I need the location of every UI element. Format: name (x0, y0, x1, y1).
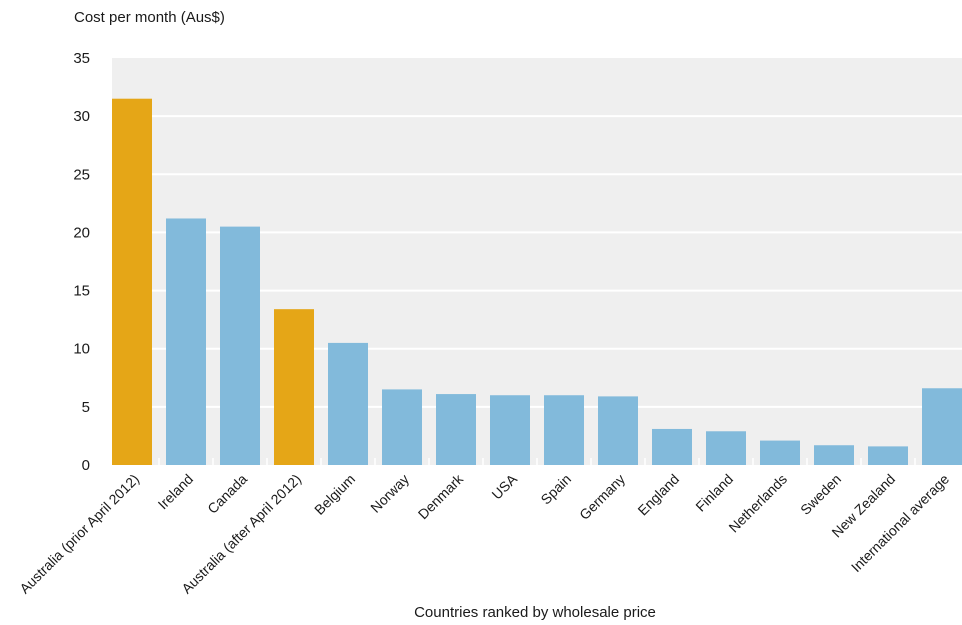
bar (868, 446, 908, 465)
y-tick-label: 25 (73, 166, 90, 183)
x-category-label: International average (848, 471, 952, 575)
y-tick-label: 15 (73, 283, 90, 300)
bar (760, 440, 800, 465)
x-category-label: Australia (prior April 2012) (16, 471, 142, 597)
y-tick-label: 35 (73, 50, 90, 67)
bar (328, 342, 368, 465)
x-category-label: Sweden (797, 471, 844, 518)
x-category-label: Finland (692, 471, 736, 515)
bar (544, 395, 584, 465)
bar (706, 431, 746, 465)
x-category-label: Norway (367, 471, 412, 516)
bars (112, 98, 962, 465)
x-category-label: Netherlands (725, 471, 790, 536)
bar (166, 218, 206, 465)
y-tick-label: 30 (73, 108, 90, 125)
x-axis-title: Countries ranked by wholesale price (414, 604, 656, 621)
x-category-label: Ireland (155, 471, 197, 513)
x-category-label: Denmark (415, 470, 467, 522)
y-tick-label: 20 (73, 224, 90, 241)
y-axis-ticks: 0 5 10 15 20 25 30 35 (73, 50, 90, 474)
bar (436, 394, 476, 465)
x-category-label: England (634, 471, 682, 519)
x-axis-labels: Australia (prior April 2012) Ireland Canad… (16, 470, 952, 596)
bar (490, 395, 530, 465)
bar (598, 396, 638, 465)
bar (274, 309, 314, 465)
x-category-label: USA (488, 470, 520, 502)
y-tick-label: 10 (73, 341, 90, 358)
bar (382, 389, 422, 465)
bar (922, 388, 962, 465)
y-axis-title: Cost per month (Aus$) (74, 9, 225, 26)
bar (220, 226, 260, 465)
x-category-label: Germany (576, 471, 628, 523)
x-axis-tick-marks (158, 458, 916, 465)
y-tick-label: 0 (82, 457, 90, 474)
bar (652, 428, 692, 465)
x-category-label: Spain (537, 471, 574, 508)
x-category-label: Belgium (311, 471, 358, 518)
bar (112, 98, 152, 465)
bar (814, 445, 854, 465)
x-category-label: Canada (204, 471, 250, 517)
y-tick-label: 5 (82, 399, 90, 416)
